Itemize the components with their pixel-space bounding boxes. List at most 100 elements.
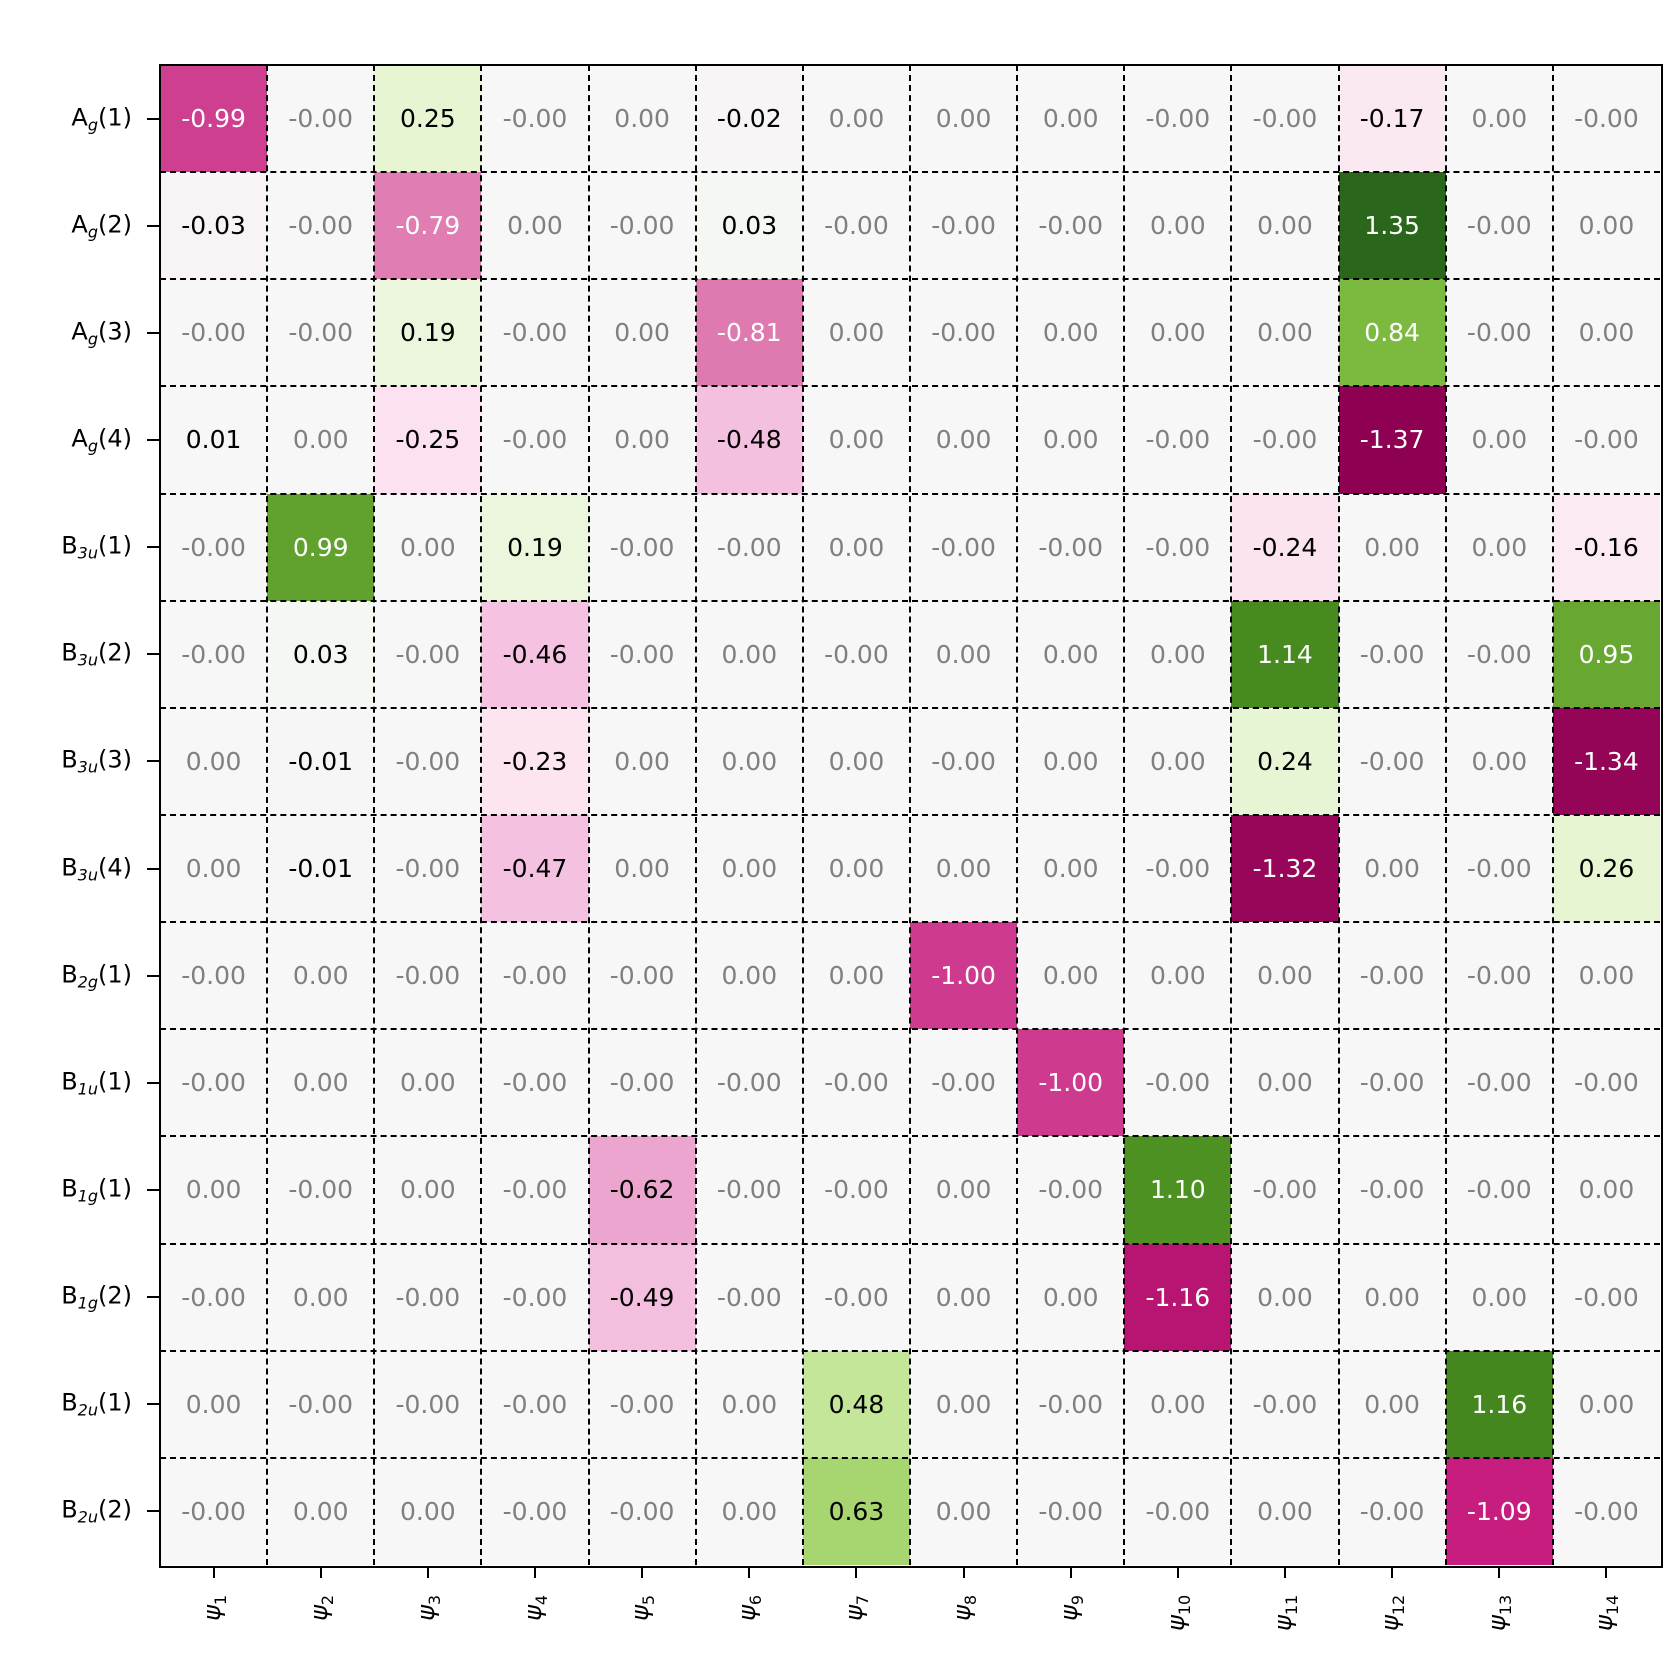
grid-line-horizontal xyxy=(160,492,1660,495)
y-axis-label: B3u(1) xyxy=(61,531,132,563)
heatmap-cell: -0.00 xyxy=(1552,386,1660,494)
heatmap-cell: -0.00 xyxy=(1124,386,1232,494)
grid-line-horizontal xyxy=(160,171,1660,174)
heatmap-cell: 0.00 xyxy=(1017,707,1125,815)
heatmap-cell: 0.00 xyxy=(267,922,375,1030)
heatmap-cell: -0.00 xyxy=(481,1136,589,1244)
x-axis-label: ψ2 xyxy=(304,1594,337,1621)
heatmap-cell: -0.00 xyxy=(374,1350,482,1458)
heatmap-cell: 0.00 xyxy=(481,172,589,280)
heatmap-cell: 0.19 xyxy=(374,279,482,387)
heatmap-cell: 0.00 xyxy=(910,1243,1018,1351)
x-axis-tick xyxy=(1391,1566,1394,1578)
heatmap-cell: -0.00 xyxy=(1231,386,1339,494)
heatmap-cell: -1.34 xyxy=(1552,707,1660,815)
heatmap-cell: 0.00 xyxy=(1231,1243,1339,1351)
heatmap-cell: -0.46 xyxy=(481,600,589,708)
heatmap-cell: 0.25 xyxy=(374,65,482,173)
heatmap-cell: 0.00 xyxy=(1338,493,1446,601)
heatmap-cell: 0.00 xyxy=(1552,279,1660,387)
heatmap-cell: 0.00 xyxy=(1231,922,1339,1030)
heatmap-cell: -0.00 xyxy=(1124,1457,1232,1565)
heatmap-cell: -0.00 xyxy=(1338,922,1446,1030)
heatmap-cell: -0.00 xyxy=(160,1029,268,1137)
heatmap-cell: 0.01 xyxy=(160,386,268,494)
heatmap-cell: 0.00 xyxy=(1231,279,1339,387)
heatmap-cell: 1.10 xyxy=(1124,1136,1232,1244)
x-axis-label: ψ3 xyxy=(411,1594,444,1621)
grid-line-horizontal xyxy=(160,1135,1660,1138)
heatmap-cell: -0.00 xyxy=(1445,922,1553,1030)
heatmap-cell: 0.00 xyxy=(910,386,1018,494)
heatmap-cell: -0.00 xyxy=(588,172,696,280)
heatmap-cell: -0.00 xyxy=(1231,65,1339,173)
y-axis-tick xyxy=(147,117,159,120)
x-axis-label: ψ5 xyxy=(626,1594,659,1621)
heatmap-cell: 0.00 xyxy=(267,386,375,494)
heatmap-cell: 0.00 xyxy=(695,600,803,708)
heatmap-cell: 0.00 xyxy=(1017,386,1125,494)
heatmap-cell: 0.00 xyxy=(588,386,696,494)
x-axis-tick xyxy=(855,1566,858,1578)
x-axis-tick xyxy=(212,1566,215,1578)
y-axis-tick xyxy=(147,653,159,656)
heatmap-cell: -0.00 xyxy=(481,279,589,387)
heatmap-cell: -0.62 xyxy=(588,1136,696,1244)
heatmap-plot-area: -0.99 -0.00 0.25 -0.00 0.00 -0.02 0.00 0.00 0.00… xyxy=(160,65,1660,1565)
heatmap-cell: -0.00 xyxy=(481,1243,589,1351)
heatmap-cell: -0.00 xyxy=(1338,1457,1446,1565)
heatmap-cell: 0.00 xyxy=(910,1350,1018,1458)
heatmap-cell: -0.00 xyxy=(910,493,1018,601)
heatmap-cell: -0.00 xyxy=(695,1136,803,1244)
heatmap-cell: 0.00 xyxy=(1445,707,1553,815)
heatmap-cell: 0.00 xyxy=(1124,707,1232,815)
heatmap-cell: -0.00 xyxy=(1124,1029,1232,1137)
heatmap-cell: -0.00 xyxy=(481,1029,589,1137)
heatmap-cell: -0.48 xyxy=(695,386,803,494)
heatmap-cell: -1.32 xyxy=(1231,815,1339,923)
heatmap-cell: 0.00 xyxy=(160,815,268,923)
heatmap-cell: 0.00 xyxy=(1445,65,1553,173)
heatmap-cell: -0.49 xyxy=(588,1243,696,1351)
heatmap-cell: 0.00 xyxy=(1338,1350,1446,1458)
heatmap-cell: -0.00 xyxy=(1445,172,1553,280)
heatmap-cell: 0.63 xyxy=(802,1457,910,1565)
x-axis-tick xyxy=(319,1566,322,1578)
grid-line-horizontal xyxy=(160,1242,1660,1245)
heatmap-cell: -0.00 xyxy=(1124,65,1232,173)
grid-line-horizontal xyxy=(160,385,1660,388)
heatmap-cell: 0.00 xyxy=(910,1136,1018,1244)
heatmap-cell: 0.00 xyxy=(160,1136,268,1244)
heatmap-cell: 0.00 xyxy=(1124,600,1232,708)
x-axis-tick xyxy=(1498,1566,1501,1578)
y-axis-tick xyxy=(147,546,159,549)
heatmap-cell: -0.00 xyxy=(1445,279,1553,387)
heatmap-cell: -0.00 xyxy=(267,1350,375,1458)
heatmap-cell: 0.00 xyxy=(1231,172,1339,280)
heatmap-cell: -0.00 xyxy=(1124,493,1232,601)
y-axis-tick xyxy=(147,760,159,763)
heatmap-cell: -0.00 xyxy=(374,707,482,815)
y-axis-label: B2g(1) xyxy=(61,960,132,992)
heatmap-cell: -0.00 xyxy=(910,1029,1018,1137)
y-axis-tick xyxy=(147,867,159,870)
heatmap-cell: 0.95 xyxy=(1552,600,1660,708)
heatmap-cell: 0.00 xyxy=(910,65,1018,173)
x-axis-tick xyxy=(1069,1566,1072,1578)
heatmap-cell: 0.00 xyxy=(802,279,910,387)
heatmap-cell: 0.00 xyxy=(1017,922,1125,1030)
heatmap-cell: -0.00 xyxy=(481,922,589,1030)
heatmap-cell: -0.00 xyxy=(695,493,803,601)
heatmap-cell: 0.00 xyxy=(588,707,696,815)
x-axis-tick xyxy=(1284,1566,1286,1578)
heatmap-cell: -1.37 xyxy=(1338,386,1446,494)
y-axis-label: B1g(2) xyxy=(61,1281,132,1313)
grid-line-horizontal xyxy=(160,1028,1660,1031)
heatmap-cell: -0.47 xyxy=(481,815,589,923)
heatmap-cell: 1.14 xyxy=(1231,600,1339,708)
y-axis-tick xyxy=(147,224,159,227)
x-axis-tick xyxy=(534,1566,536,1578)
heatmap-cell: 0.00 xyxy=(1231,1457,1339,1565)
x-axis-tick xyxy=(1605,1566,1608,1578)
heatmap-cell: 0.00 xyxy=(802,493,910,601)
